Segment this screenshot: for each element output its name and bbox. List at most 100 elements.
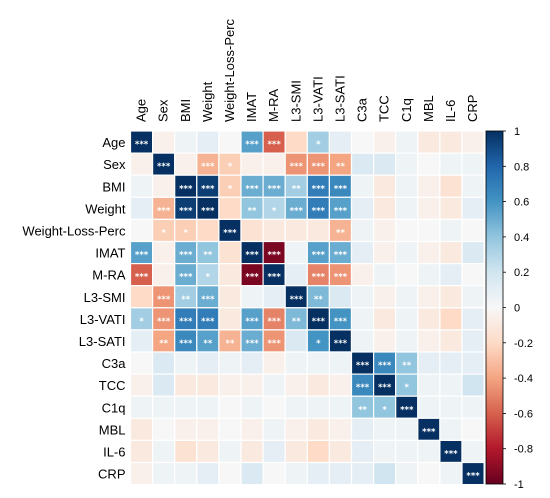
heatmap-cell xyxy=(439,395,463,419)
heatmap-cell xyxy=(218,240,242,265)
significance-marker: *** xyxy=(157,162,171,172)
heatmap-cell xyxy=(218,263,242,287)
significance-marker: *** xyxy=(378,361,392,371)
significance-marker: ** xyxy=(292,317,301,327)
row-label: BMI xyxy=(102,179,125,194)
significance-marker: *** xyxy=(267,184,281,194)
color-scale-tick-label: 0 xyxy=(514,303,520,315)
heatmap-cell xyxy=(373,240,397,265)
row-label: Weight-Loss-Perc xyxy=(22,223,126,238)
row-label: L3-SATI xyxy=(79,334,126,349)
significance-marker: *** xyxy=(422,427,436,437)
heatmap-cells xyxy=(129,130,485,486)
column-label: TCC xyxy=(377,95,392,122)
color-scale-tick-label: 0.2 xyxy=(514,267,529,279)
significance-marker: * xyxy=(316,140,321,150)
significance-marker: ** xyxy=(336,162,345,172)
heatmap-cell xyxy=(306,373,330,397)
heatmap-cell xyxy=(461,174,485,198)
heatmap-cell xyxy=(350,417,375,441)
significance-marker: *** xyxy=(334,206,348,216)
heatmap-cell xyxy=(461,461,485,486)
heatmap-cell xyxy=(350,130,375,154)
significance-marker: * xyxy=(184,228,189,238)
significance-marker: *** xyxy=(312,162,326,172)
significance-marker: *** xyxy=(334,184,348,194)
heatmap-cell xyxy=(262,152,286,176)
heatmap-cell xyxy=(152,395,176,419)
heatmap-cell xyxy=(439,285,463,309)
heatmap-cell xyxy=(350,174,375,198)
heatmap-cell xyxy=(439,417,463,441)
significance-marker: *** xyxy=(245,251,259,261)
significance-marker: * xyxy=(139,317,144,327)
significance-marker: ** xyxy=(248,206,257,216)
row-label: L3-SMI xyxy=(84,290,126,305)
heatmap-cell xyxy=(439,130,463,154)
heatmap-cell xyxy=(174,152,198,176)
heatmap-cell xyxy=(262,218,286,243)
heatmap-cell xyxy=(417,329,441,353)
heatmap-cell xyxy=(373,285,397,309)
heatmap-cell xyxy=(373,196,397,221)
heatmap-cell xyxy=(328,461,353,486)
heatmap-cell xyxy=(240,395,264,419)
heatmap-cell xyxy=(152,373,176,397)
heatmap-cell xyxy=(284,130,308,154)
heatmap-cell xyxy=(174,351,198,375)
significance-marker: *** xyxy=(334,251,348,261)
heatmap-cell xyxy=(129,329,154,353)
significance-marker: *** xyxy=(245,339,259,349)
heatmap-cell xyxy=(240,152,264,176)
significance-marker: *** xyxy=(201,206,215,216)
heatmap-cell xyxy=(129,439,154,464)
row-label: MBL xyxy=(99,422,126,437)
column-label: MBL xyxy=(421,95,436,122)
heatmap-cell xyxy=(196,439,220,464)
heatmap-cell xyxy=(417,351,441,375)
heatmap-cell xyxy=(373,461,397,486)
heatmap-cell xyxy=(461,439,485,464)
heatmap-cell xyxy=(218,196,242,221)
heatmap-cell xyxy=(439,461,463,486)
significance-marker: *** xyxy=(267,339,281,349)
significance-marker: *** xyxy=(179,339,193,349)
significance-marker: *** xyxy=(312,317,326,327)
significance-marker: *** xyxy=(135,273,149,283)
row-label: IMAT xyxy=(95,246,125,261)
heatmap-cell xyxy=(417,461,441,486)
heatmap-cell xyxy=(262,285,286,309)
significance-marker: ** xyxy=(402,361,411,371)
significance-marker: *** xyxy=(312,184,326,194)
heatmap-cell xyxy=(439,373,463,397)
heatmap-cell xyxy=(129,196,154,221)
heatmap-cell xyxy=(152,240,176,265)
heatmap-cell xyxy=(350,439,375,464)
heatmap-cell xyxy=(417,307,441,331)
heatmap-cell xyxy=(350,196,375,221)
significance-marker: *** xyxy=(334,339,348,349)
heatmap-cell xyxy=(328,285,353,309)
significance-marker: *** xyxy=(290,206,304,216)
column-label: CRP xyxy=(465,95,480,122)
significance-marker: ** xyxy=(159,339,168,349)
heatmap-cell xyxy=(284,329,308,353)
heatmap-cell xyxy=(395,218,419,243)
significance-marker: * xyxy=(272,206,277,216)
significance-marker: ** xyxy=(226,339,235,349)
heatmap-cell xyxy=(439,240,463,265)
heatmap-cell xyxy=(461,240,485,265)
heatmap-cell xyxy=(218,285,242,309)
heatmap-cell xyxy=(461,329,485,353)
heatmap-cell xyxy=(373,417,397,441)
heatmap-cell xyxy=(306,417,330,441)
heatmap-cell xyxy=(439,329,463,353)
significance-marker: *** xyxy=(267,140,281,150)
heatmap-cell xyxy=(218,461,242,486)
row-label: Age xyxy=(102,135,125,150)
heatmap-cell xyxy=(395,196,419,221)
heatmap-cell xyxy=(218,130,242,154)
heatmap-cell xyxy=(328,395,353,419)
heatmap-cell xyxy=(350,240,375,265)
significance-marker: ** xyxy=(336,228,345,238)
